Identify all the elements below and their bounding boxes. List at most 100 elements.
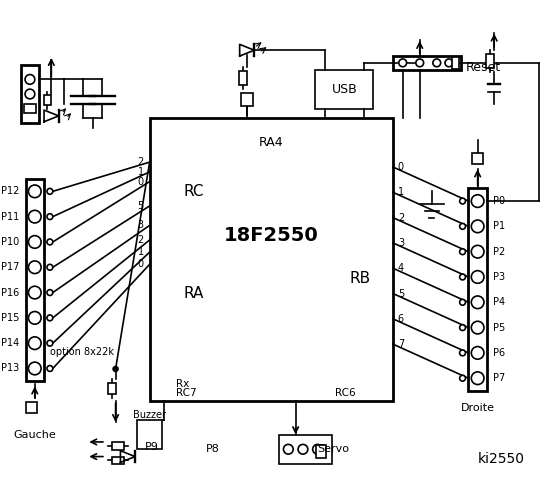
Bar (241, 93, 253, 106)
Circle shape (47, 214, 53, 219)
Circle shape (445, 59, 453, 67)
Circle shape (28, 337, 41, 349)
Circle shape (433, 59, 441, 67)
Text: option 8x22k: option 8x22k (50, 347, 113, 357)
Text: RC: RC (184, 184, 204, 199)
Circle shape (25, 74, 35, 84)
Text: P11: P11 (2, 212, 20, 222)
Circle shape (416, 59, 424, 67)
Text: 1: 1 (398, 187, 404, 197)
Circle shape (47, 189, 53, 194)
Text: RC7: RC7 (176, 388, 197, 398)
Text: RA4: RA4 (259, 136, 284, 149)
Bar (150, 119, 393, 401)
Bar (138, 420, 162, 449)
Circle shape (471, 372, 484, 384)
Text: 0: 0 (138, 177, 144, 187)
Text: 3: 3 (138, 220, 144, 230)
Text: Buzzer: Buzzer (133, 410, 166, 420)
Circle shape (47, 366, 53, 372)
Circle shape (460, 198, 466, 204)
Bar (108, 383, 116, 394)
Text: 5: 5 (138, 201, 144, 211)
Text: RA: RA (184, 286, 204, 301)
Text: P8: P8 (206, 444, 220, 454)
Text: 0: 0 (398, 162, 404, 172)
Text: 6: 6 (398, 314, 404, 324)
Text: 2: 2 (398, 213, 404, 223)
Circle shape (28, 286, 41, 299)
Circle shape (47, 289, 53, 296)
Text: ki2550: ki2550 (477, 452, 524, 466)
Text: P12: P12 (1, 186, 20, 196)
Text: P2: P2 (493, 247, 505, 257)
Bar (487, 54, 494, 68)
Text: 5: 5 (398, 288, 404, 299)
Circle shape (460, 300, 466, 305)
Circle shape (471, 321, 484, 334)
Text: RB: RB (349, 271, 371, 287)
Circle shape (47, 264, 53, 270)
Text: Gauche: Gauche (13, 430, 56, 440)
Bar (393, 56, 461, 70)
Text: 18F2550: 18F2550 (224, 226, 319, 245)
Text: 1: 1 (138, 247, 144, 257)
Text: P0: P0 (493, 196, 505, 206)
Text: 3: 3 (398, 238, 404, 248)
Bar (315, 70, 373, 108)
Circle shape (460, 350, 466, 356)
Circle shape (471, 195, 484, 207)
Circle shape (28, 185, 41, 198)
Text: P3: P3 (493, 272, 505, 282)
Bar (112, 456, 124, 464)
Bar (25, 179, 44, 381)
Text: P6: P6 (493, 348, 505, 358)
Bar (472, 154, 483, 164)
Text: P5: P5 (493, 323, 505, 333)
Text: Rx: Rx (176, 379, 190, 389)
Text: 2: 2 (138, 235, 144, 245)
Circle shape (47, 340, 53, 346)
Circle shape (47, 315, 53, 321)
Text: P14: P14 (2, 338, 20, 348)
Circle shape (298, 444, 308, 454)
Bar (112, 442, 124, 450)
Circle shape (471, 296, 484, 309)
Text: P17: P17 (1, 262, 20, 272)
Circle shape (471, 245, 484, 258)
Circle shape (28, 236, 41, 248)
Circle shape (460, 224, 466, 229)
Text: Servo: Servo (317, 444, 349, 454)
Text: 1: 1 (138, 167, 144, 177)
Bar (44, 96, 51, 105)
Circle shape (28, 261, 41, 274)
Circle shape (284, 444, 293, 454)
Circle shape (460, 274, 466, 280)
Circle shape (25, 89, 35, 99)
Circle shape (471, 220, 484, 233)
Text: USB: USB (331, 83, 357, 96)
Text: P13: P13 (2, 363, 20, 373)
Text: 2: 2 (138, 157, 144, 167)
Text: P15: P15 (1, 313, 20, 323)
Bar (239, 71, 247, 85)
Text: RC6: RC6 (335, 388, 355, 398)
Text: P9: P9 (145, 442, 159, 452)
Circle shape (113, 367, 118, 372)
Text: P16: P16 (2, 288, 20, 298)
Text: Droite: Droite (461, 403, 494, 413)
Circle shape (312, 444, 322, 454)
Text: P1: P1 (493, 221, 505, 231)
Text: P4: P4 (493, 297, 505, 307)
Circle shape (460, 249, 466, 254)
Bar (279, 435, 332, 464)
Text: 0: 0 (138, 259, 144, 269)
Bar (468, 189, 487, 391)
Circle shape (460, 375, 466, 381)
Circle shape (471, 271, 484, 283)
Text: P7: P7 (493, 373, 505, 383)
Bar (20, 65, 39, 123)
Circle shape (460, 324, 466, 331)
Circle shape (28, 210, 41, 223)
Circle shape (28, 312, 41, 324)
